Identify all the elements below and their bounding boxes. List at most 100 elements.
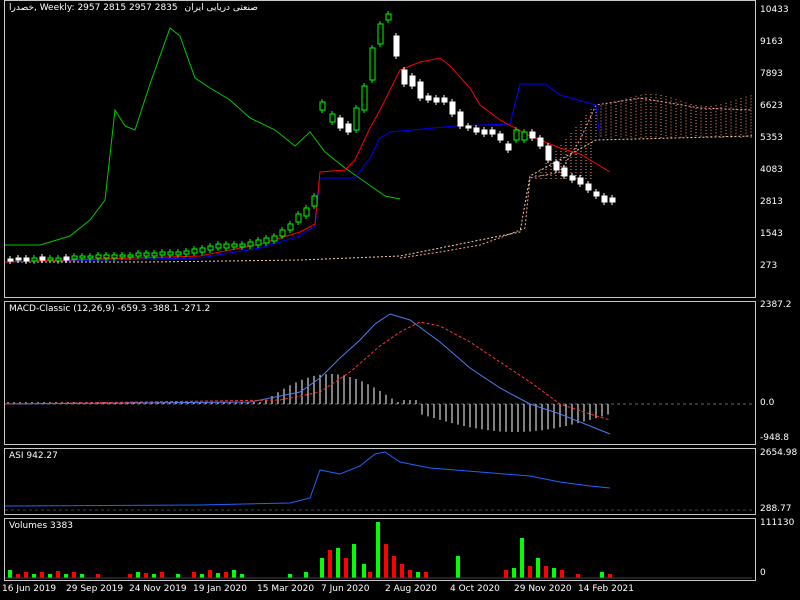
candle-body (175, 251, 182, 256)
volume-bar (160, 572, 164, 578)
candle-body (393, 35, 400, 57)
candle-body (39, 256, 46, 261)
candle-body (215, 243, 222, 249)
volume-bar (352, 544, 356, 578)
volume-bar (216, 573, 220, 578)
candle-body (425, 95, 432, 101)
candle-body (585, 183, 592, 191)
price-tick: 273 (760, 261, 778, 271)
volume-bar (456, 556, 460, 578)
asi-pane[interactable]: ASI 942.27 (4, 448, 756, 515)
candle-body (191, 248, 198, 254)
candle-body (47, 257, 54, 261)
volume-bar (224, 572, 228, 578)
candle-body (465, 125, 472, 129)
date-label: 19 Jan 2020 (193, 584, 247, 594)
candle-body (481, 129, 488, 135)
candle-body (609, 197, 616, 203)
volume-bar (16, 574, 20, 578)
volumes-label: Volumes 3383 (9, 521, 73, 531)
candle-body (167, 251, 174, 256)
candle-body (353, 107, 360, 131)
volume-bar (544, 566, 548, 578)
candle-body (577, 177, 584, 185)
candle-body (497, 133, 504, 141)
candle-body (239, 243, 246, 248)
volume-bar (56, 571, 60, 578)
volume-bar (528, 566, 532, 578)
candle-body (87, 255, 94, 259)
candle-body (279, 229, 286, 237)
company-name: صنعتی دریایی ایران (184, 3, 258, 13)
volume-bar (96, 574, 100, 578)
macd-pane[interactable]: MACD-Classic (12,26,9) -659.3 -388.1 -27… (4, 301, 756, 445)
macd-tick: -948.8 (760, 433, 790, 443)
candle-body (15, 257, 22, 261)
candle-body (63, 256, 70, 261)
candle-body (473, 127, 480, 133)
candle-body (311, 195, 318, 207)
volume-bar (384, 544, 388, 578)
candle-body (247, 241, 254, 247)
volumes-pane[interactable]: Volumes 3383 (4, 518, 756, 581)
candle-body (151, 252, 158, 257)
volume-bar (400, 564, 404, 578)
volume-bar (504, 570, 508, 578)
volume-bar (240, 574, 244, 578)
senkou-span-b (5, 135, 753, 263)
volume-bar (512, 568, 516, 578)
candle-body (337, 117, 344, 129)
volume-bar (40, 572, 44, 578)
candle-body (385, 13, 392, 21)
candle-body (223, 243, 230, 249)
volume-bar (192, 572, 196, 578)
price-tick: 6623 (760, 101, 783, 111)
date-label: 16 Jun 2019 (2, 584, 57, 594)
candle-body (287, 223, 294, 231)
date-label: 15 Mar 2020 (257, 584, 315, 594)
volume-bar (536, 558, 540, 578)
candle-body (319, 101, 326, 111)
volume-bar (328, 550, 332, 578)
candle-body (417, 81, 424, 99)
date-label: 29 Sep 2019 (66, 584, 124, 594)
date-label: 29 Nov 2020 (514, 584, 572, 594)
candle-body (409, 75, 416, 87)
candle-body (401, 69, 408, 85)
price-chart-pane[interactable]: خصدرا, Weekly: 2957 2815 2957 2835 صنعتی… (4, 0, 756, 298)
candle-body (127, 254, 134, 258)
date-label: 7 Jun 2020 (321, 584, 370, 594)
candle-body (183, 250, 190, 255)
volume-bar (152, 574, 156, 578)
volume-bar (416, 572, 420, 578)
volume-bar (408, 570, 412, 578)
candle-body (449, 101, 456, 115)
candle-body (433, 97, 440, 103)
candle-body (271, 235, 278, 242)
volume-bar (600, 572, 604, 578)
candle-body (95, 254, 102, 259)
candle-body (441, 97, 448, 103)
candle-body (303, 207, 310, 217)
candle-body (135, 252, 142, 257)
volume-bar (304, 572, 308, 578)
candle-body (143, 252, 150, 257)
volume-bar (64, 574, 68, 578)
candle-body (231, 243, 238, 248)
volume-bar (208, 570, 212, 578)
volume-bar (288, 574, 292, 578)
macd-label: MACD-Classic (12,26,9) -659.3 -388.1 -27… (9, 304, 211, 314)
price-tick: 4083 (760, 165, 783, 175)
symbol-name: خصدرا (9, 3, 34, 13)
candle-body (361, 85, 368, 111)
candle-body (207, 245, 214, 251)
volume-bar (72, 572, 76, 578)
macd-line (4, 313, 611, 435)
volume-bar (232, 570, 236, 578)
volume-bar (48, 574, 52, 578)
asi-label: ASI 942.27 (9, 451, 58, 461)
candle-body (23, 257, 30, 262)
volume-bar (136, 572, 140, 578)
asi-line (4, 451, 611, 507)
